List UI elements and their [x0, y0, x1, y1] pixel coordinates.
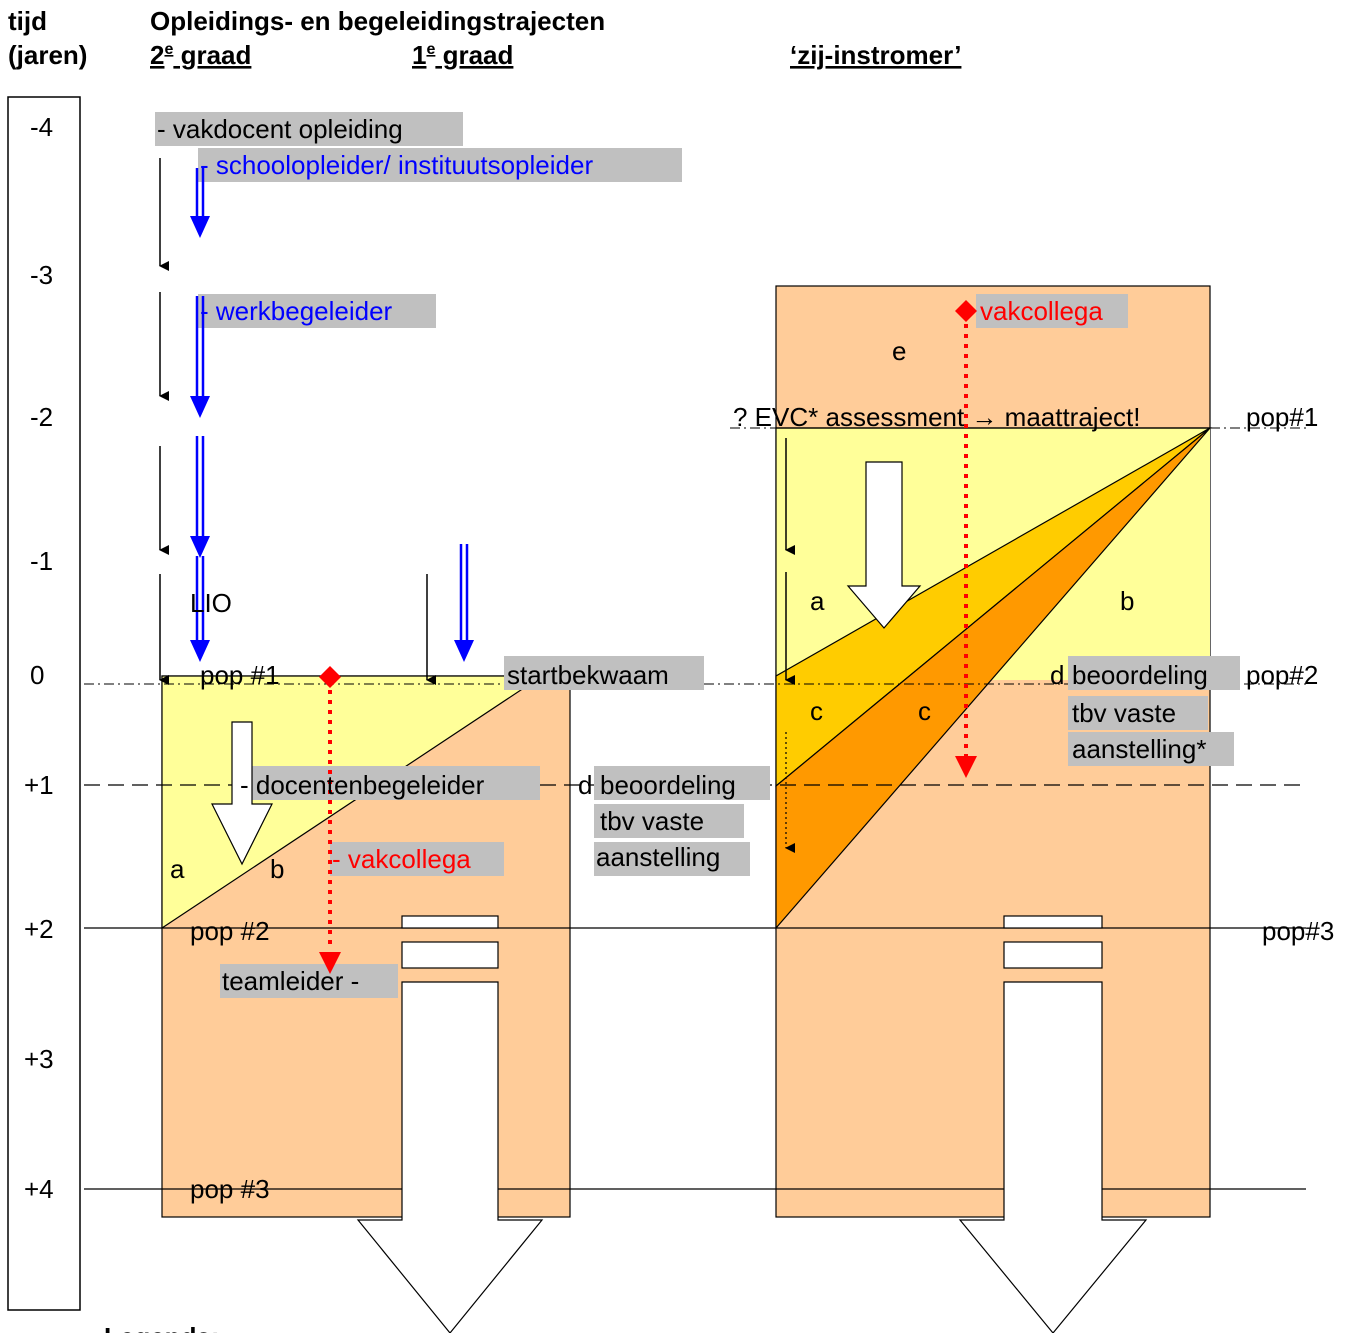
tick-minus-1: -1 [30, 546, 53, 576]
tick-plus-2: +2 [24, 914, 54, 944]
label-c-right-2: c [918, 696, 931, 726]
label-b-left: b [270, 854, 284, 884]
tick-zero: 0 [30, 660, 44, 690]
header-time-2: (jaren) [8, 40, 87, 70]
label-startbekwaam: startbekwaam [507, 660, 669, 690]
label-docentenbegeleider: - docentenbegeleider [240, 770, 485, 800]
label-pop1-left: pop #1 [200, 660, 280, 690]
label-pop3-right: pop#3 [1262, 916, 1334, 946]
timeline-labels: -4 -3 -2 -1 0 +1 +2 +3 +4 [24, 112, 54, 1204]
label-pop2-right: pop#2 [1246, 660, 1318, 690]
label-schoolopleider: - schoolopleider/ instituutsopleider [200, 150, 593, 180]
label-beoordeling-mid-1: beoordeling [600, 770, 736, 800]
label-a-right: a [810, 586, 825, 616]
grade-2-superscript: e [164, 41, 173, 58]
label-teamleider: teamleider - [222, 966, 359, 996]
label-vakcollega-right: vakcollega [980, 296, 1103, 326]
grade-2-word: graad [173, 40, 251, 70]
label-a-left: a [170, 854, 185, 884]
label-b-right: b [1120, 586, 1134, 616]
red-dotted-arrows [319, 300, 977, 974]
label-e: e [892, 336, 906, 366]
label-beoordeling-mid-2: tbv vaste [600, 806, 704, 836]
timeline-box [7, 96, 81, 1311]
blue-double-arrows [190, 168, 474, 662]
label-c-right-1: c [810, 696, 823, 726]
label-vakcollega-left: - vakcollega [332, 844, 471, 874]
grade-2-number: 2 [150, 40, 164, 70]
header-lateral-entrant: ‘zij-instromer’ [790, 40, 961, 70]
label-d-right: d [1050, 660, 1064, 690]
label-pop1-right: pop#1 [1246, 402, 1318, 432]
label-pop2-left: pop #2 [190, 916, 270, 946]
tick-minus-4: -4 [30, 112, 53, 142]
tick-plus-3: +3 [24, 1044, 54, 1074]
label-vakdocent: - vakdocent opleiding [157, 114, 403, 144]
grade-1-word: graad [435, 40, 513, 70]
tick-plus-1: +1 [24, 770, 54, 800]
label-pop3-left: pop #3 [190, 1174, 270, 1204]
grade-1-number: 1 [412, 40, 426, 70]
label-backgrounds [155, 112, 1240, 998]
label-beoordeling-right-1: beoordeling [1072, 660, 1208, 690]
legenda-heading: Legenda: [104, 1322, 220, 1333]
label-evc: ? EVC* assessment → maattraject! [733, 402, 1140, 432]
header-time-1: tijd [8, 6, 47, 36]
label-beoordeling-right-2: tbv vaste [1072, 698, 1176, 728]
black-arrows [159, 158, 795, 685]
grade-1-superscript: e [426, 41, 435, 58]
right-orange-band [775, 427, 1211, 930]
label-d-mid: d [578, 770, 592, 800]
tick-minus-2: -2 [30, 402, 53, 432]
header-grade-1: 1e graad [412, 40, 513, 70]
label-werkbegeleider: - werkbegeleider [200, 296, 393, 326]
tick-minus-3: -3 [30, 260, 53, 290]
label-beoordeling-right-3: aanstelling* [1072, 734, 1206, 764]
header-grade-2: 2e graad [150, 40, 251, 70]
left-yellow-triangle [161, 675, 544, 930]
label-beoordeling-mid-3: aanstelling [596, 842, 720, 872]
label-lio: LIO [190, 588, 232, 618]
tick-plus-4: +4 [24, 1174, 54, 1204]
white-block-arrows [211, 461, 1148, 1333]
header-title: Opleidings- en begeleidingstrajecten [150, 6, 605, 36]
